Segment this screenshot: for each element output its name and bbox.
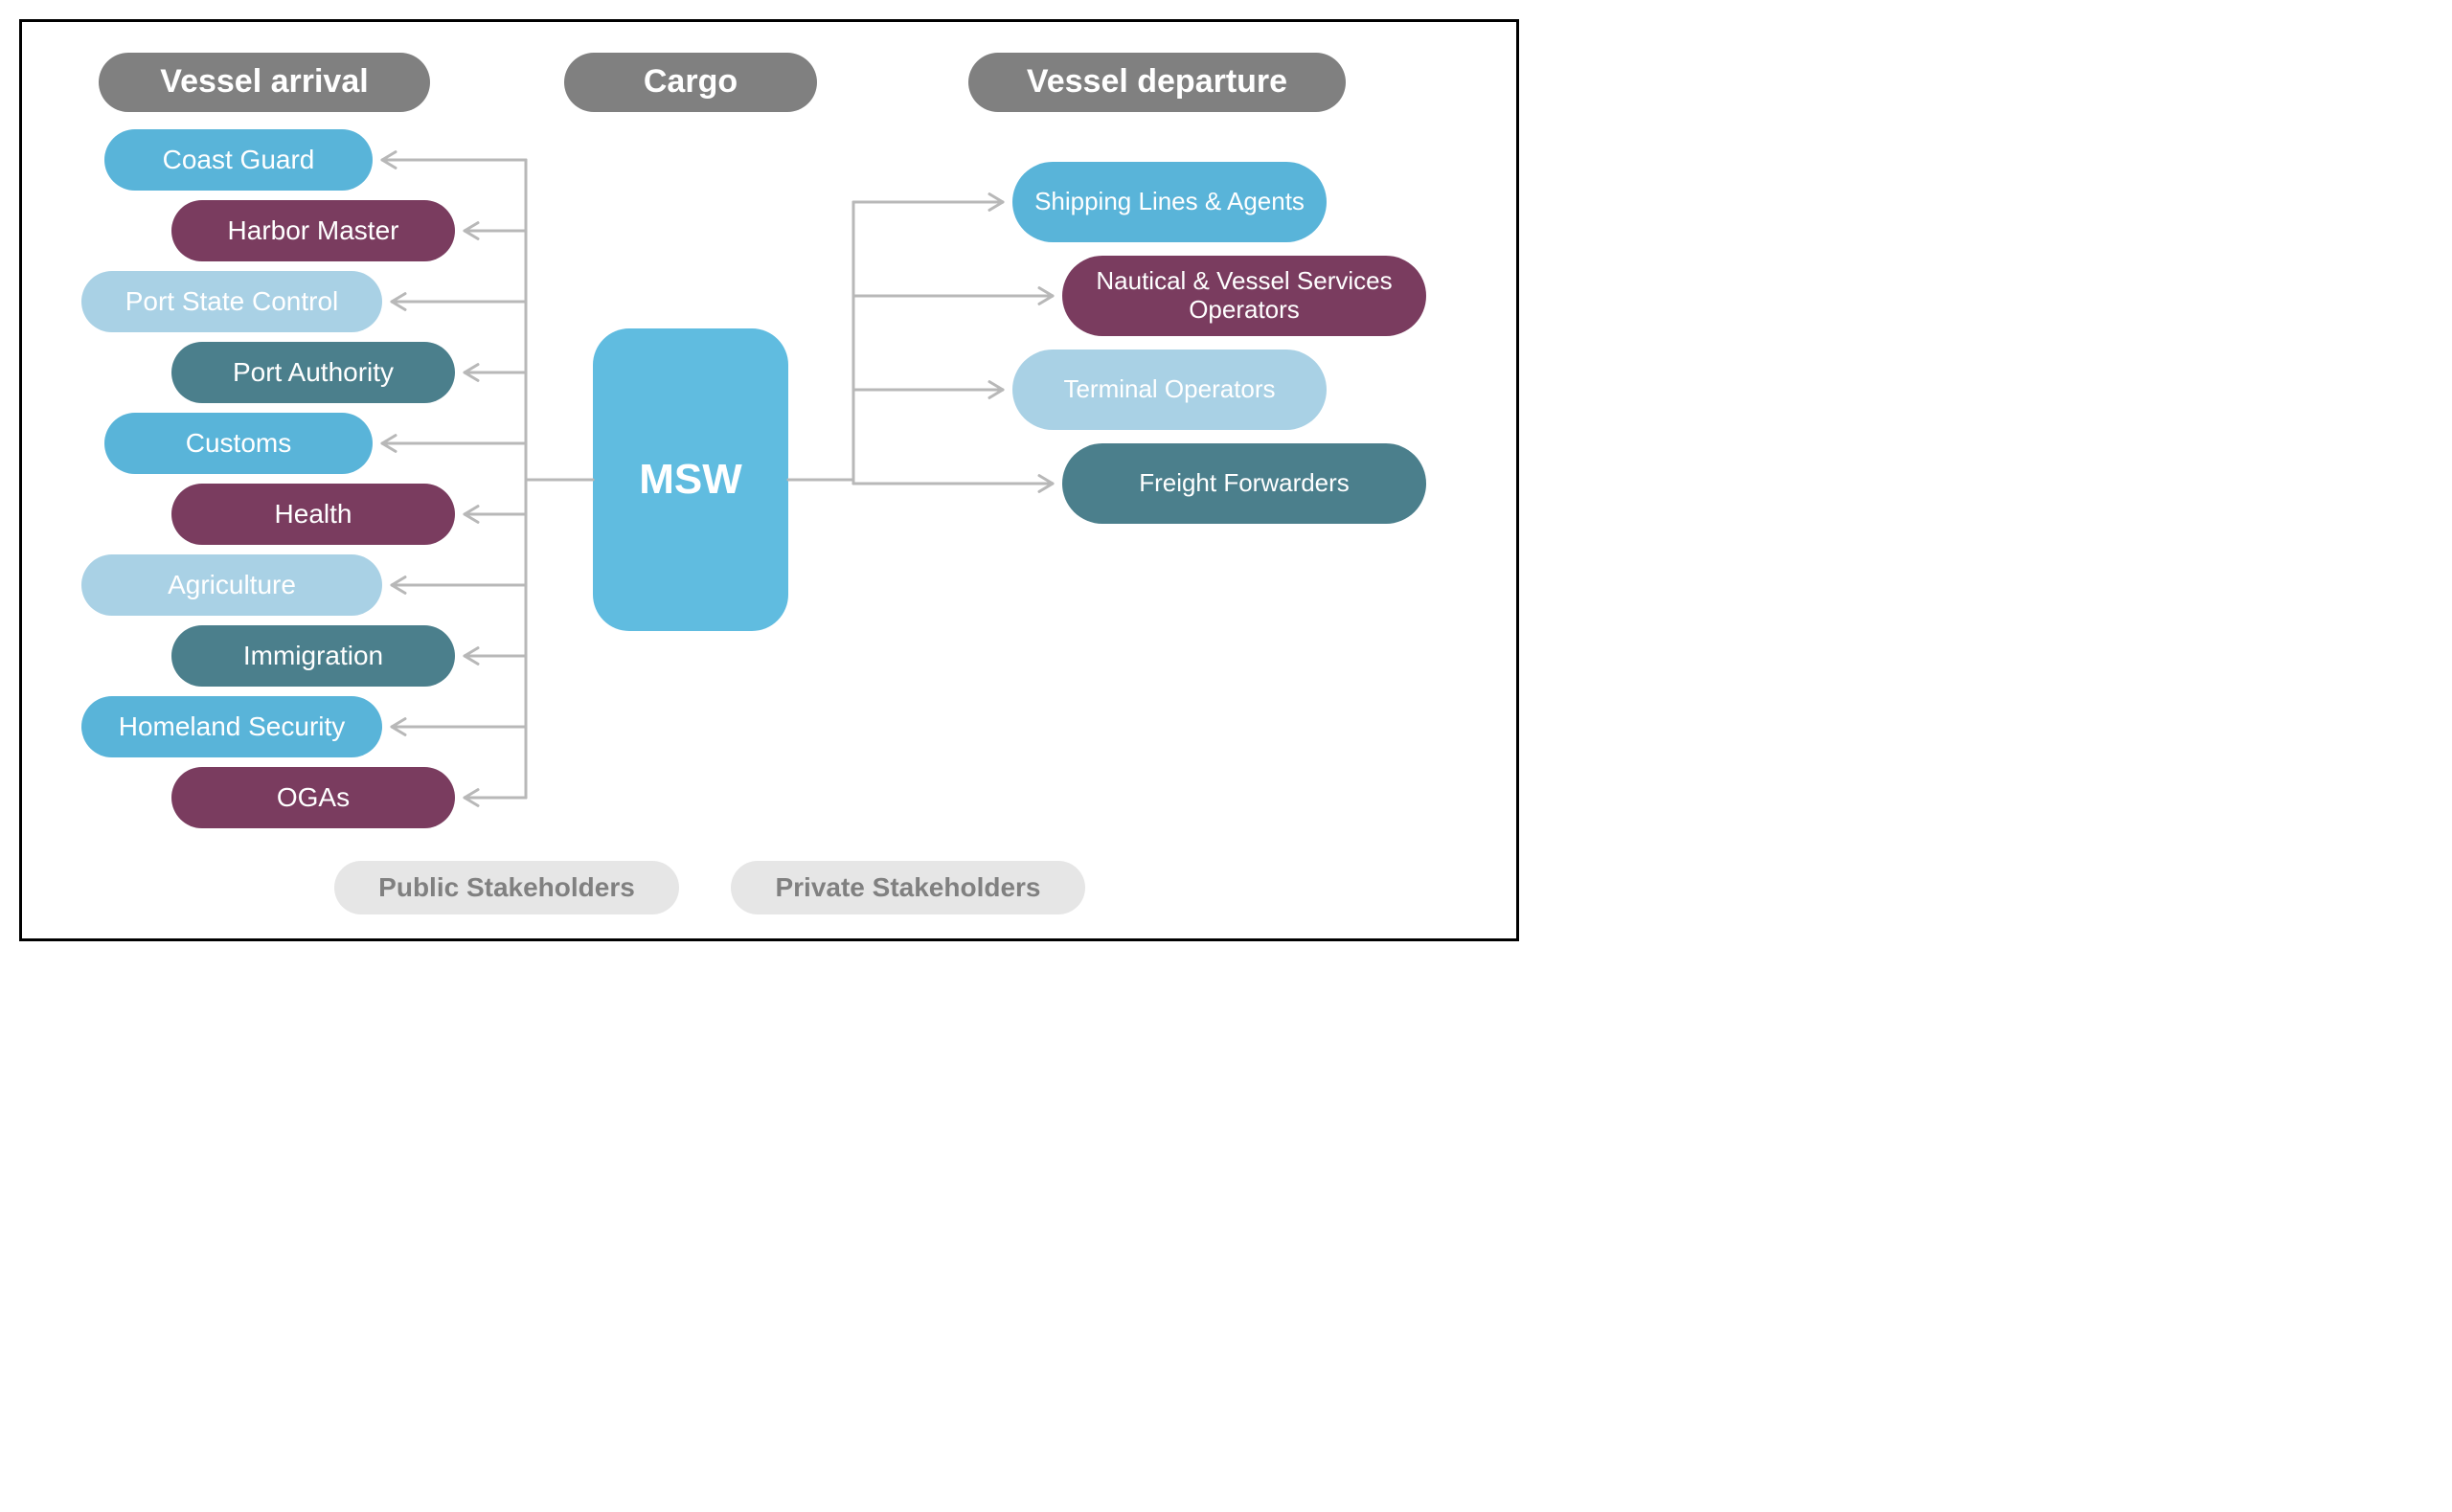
- footer-public-stakeholders: Public Stakeholders: [334, 861, 679, 914]
- left-node: OGAs: [171, 767, 455, 828]
- right-node: Nautical & Vessel Services Operators: [1062, 256, 1426, 336]
- msw-node: MSW: [593, 328, 788, 631]
- left-label: Port State Control: [125, 286, 339, 317]
- right-node: Shipping Lines & Agents: [1012, 162, 1327, 242]
- left-label: Homeland Security: [119, 711, 346, 742]
- left-node: Health: [171, 484, 455, 545]
- footer-private-stakeholders: Private Stakeholders: [731, 861, 1085, 914]
- left-label: Coast Guard: [163, 145, 315, 175]
- header-vessel-arrival: Vessel arrival: [99, 53, 430, 112]
- header-cargo: Cargo: [564, 53, 817, 112]
- left-node: Port State Control: [81, 271, 382, 332]
- right-label: Terminal Operators: [1063, 375, 1275, 404]
- msw-label: MSW: [639, 456, 742, 504]
- left-label: Agriculture: [168, 570, 296, 600]
- right-node: Terminal Operators: [1012, 350, 1327, 430]
- left-label: Immigration: [243, 641, 383, 671]
- footer-label: Public Stakeholders: [378, 872, 635, 903]
- header-label: Vessel arrival: [160, 63, 368, 101]
- left-node: Coast Guard: [104, 129, 373, 191]
- left-node: Customs: [104, 413, 373, 474]
- left-node: Immigration: [171, 625, 455, 687]
- left-node: Port Authority: [171, 342, 455, 403]
- right-label: Nautical & Vessel Services Operators: [1081, 267, 1407, 325]
- left-node: Agriculture: [81, 554, 382, 616]
- left-node: Homeland Security: [81, 696, 382, 757]
- header-vessel-departure: Vessel departure: [968, 53, 1346, 112]
- header-label: Vessel departure: [1027, 63, 1287, 101]
- footer-label: Private Stakeholders: [775, 872, 1040, 903]
- diagram-frame: Vessel arrival Cargo Vessel departure MS…: [19, 19, 1519, 941]
- right-node: Freight Forwarders: [1062, 443, 1426, 524]
- right-label: Freight Forwarders: [1139, 469, 1350, 498]
- left-label: Customs: [186, 428, 291, 459]
- left-label: Port Authority: [233, 357, 394, 388]
- left-node: Harbor Master: [171, 200, 455, 261]
- header-label: Cargo: [644, 63, 738, 101]
- left-label: OGAs: [277, 782, 350, 813]
- left-label: Harbor Master: [228, 215, 399, 246]
- left-label: Health: [275, 499, 352, 530]
- right-label: Shipping Lines & Agents: [1034, 188, 1305, 216]
